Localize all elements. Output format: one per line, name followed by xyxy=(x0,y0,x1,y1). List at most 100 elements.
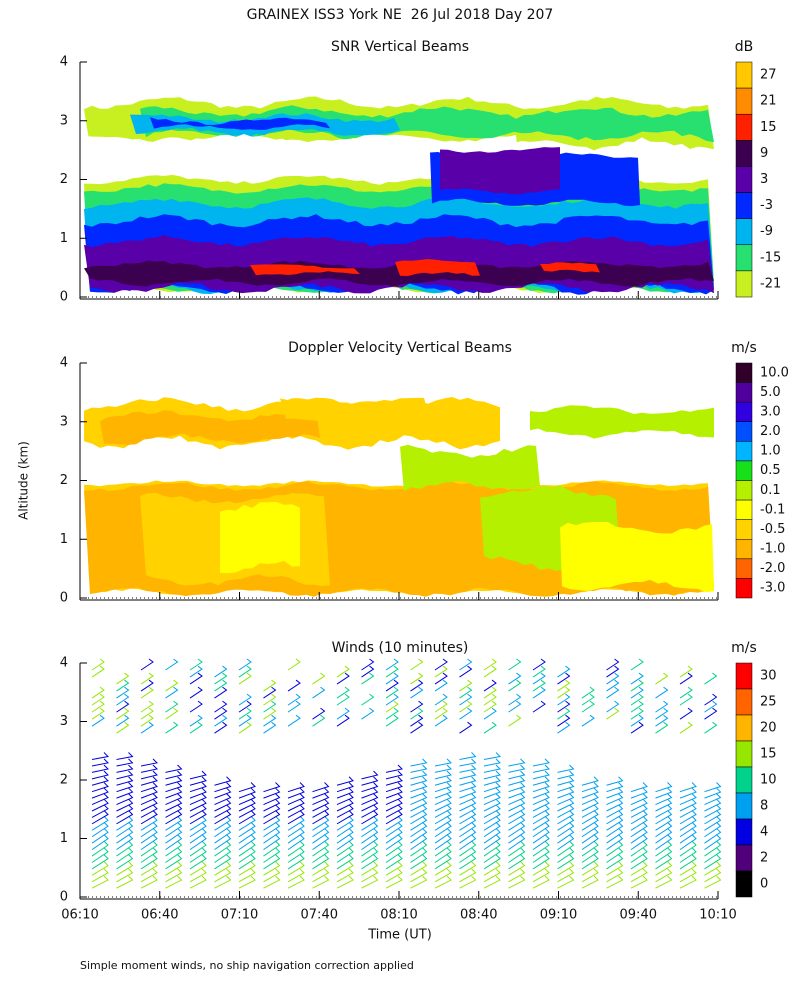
wind-barb xyxy=(116,787,134,799)
wind-barb xyxy=(116,834,134,851)
wind-barb xyxy=(189,847,207,863)
colorbar-swatch xyxy=(735,792,753,820)
wind-barb xyxy=(704,815,722,831)
wind-barb xyxy=(557,776,575,786)
wind-barb xyxy=(410,821,428,838)
wind-barb xyxy=(189,782,207,793)
colorbar-label: 3 xyxy=(760,172,768,187)
panel-title: Winds (10 minutes) xyxy=(332,640,469,656)
wind-barb xyxy=(410,672,424,685)
wind-barb xyxy=(263,686,277,699)
wind-barb xyxy=(434,854,452,870)
wind-barb xyxy=(508,804,526,818)
wind-barb xyxy=(557,793,575,806)
wind-barb xyxy=(336,854,354,870)
wind-barb xyxy=(483,834,501,851)
wind-barb xyxy=(214,776,232,786)
wind-barb xyxy=(679,854,697,870)
wind-barb xyxy=(483,776,501,786)
wind-barb xyxy=(532,793,550,806)
wind-barb xyxy=(165,776,183,786)
wind-barb xyxy=(655,840,673,857)
wind-barb xyxy=(189,834,207,851)
colorbar-label: 30 xyxy=(760,669,777,684)
wind-barb xyxy=(557,834,575,851)
wind-barb xyxy=(581,776,599,786)
wind-barb xyxy=(238,861,256,876)
y-axis-label: Altitude (km) xyxy=(17,441,31,520)
wind-barb xyxy=(361,707,375,720)
wind-barb xyxy=(483,700,497,713)
wind-barb xyxy=(263,868,281,883)
wind-barb xyxy=(214,721,228,734)
wind-barb xyxy=(557,770,575,780)
wind-barb xyxy=(508,764,526,773)
wind-barb xyxy=(263,815,281,831)
wind-barb xyxy=(91,776,109,786)
wind-barb xyxy=(679,815,697,831)
wind-barb xyxy=(508,679,522,692)
wind-barb xyxy=(581,714,595,727)
wind-barb xyxy=(385,782,403,793)
wind-barb xyxy=(459,821,477,838)
wind-barb xyxy=(91,787,109,799)
wind-barb xyxy=(165,827,183,844)
wind-barb xyxy=(679,793,697,806)
wind-barb xyxy=(581,810,599,825)
wind-barb xyxy=(581,840,599,857)
wind-barb xyxy=(459,868,477,883)
wind-barb xyxy=(581,847,599,863)
wind-barb xyxy=(434,700,448,713)
field-region xyxy=(280,397,430,426)
wind-barb xyxy=(385,827,403,844)
wind-barb xyxy=(532,686,546,699)
wind-barb xyxy=(459,764,477,773)
wind-barb xyxy=(165,810,183,825)
wind-barb xyxy=(238,707,252,720)
wind-barb xyxy=(581,693,595,706)
wind-barb xyxy=(312,868,330,883)
wind-barb xyxy=(630,821,648,838)
wind-barb xyxy=(655,875,673,889)
wind-barb xyxy=(312,875,330,889)
wind-barb xyxy=(483,679,497,692)
wind-barb xyxy=(214,679,228,692)
wind-barb xyxy=(312,787,330,799)
colorbar-swatch xyxy=(735,382,753,403)
wind-barb xyxy=(483,847,501,863)
wind-barb xyxy=(459,875,477,889)
wind-barb xyxy=(508,847,526,863)
wind-barb xyxy=(238,665,252,678)
wind-barb xyxy=(630,798,648,812)
wind-barb xyxy=(263,700,277,713)
wind-barb xyxy=(655,821,673,838)
wind-barb xyxy=(140,827,158,844)
wind-barb xyxy=(263,804,281,818)
wind-barb xyxy=(434,770,452,780)
colorbar-swatch xyxy=(735,578,753,599)
wind-barb xyxy=(532,834,550,851)
wind-barb xyxy=(630,686,644,699)
wind-barb xyxy=(532,782,550,793)
wind-barb xyxy=(630,700,644,713)
wind-barb xyxy=(606,840,624,857)
wind-barb xyxy=(140,787,158,799)
wind-barb xyxy=(336,798,354,812)
wind-barb xyxy=(434,815,452,831)
wind-barb xyxy=(606,798,624,812)
wind-barb xyxy=(165,700,179,713)
colorbar-swatch xyxy=(735,519,753,540)
field-region xyxy=(400,444,540,492)
wind-barb xyxy=(410,700,424,713)
wind-barb xyxy=(434,782,452,793)
wind-barb xyxy=(214,834,232,851)
wind-barb xyxy=(483,793,501,806)
wind-barb xyxy=(459,815,477,831)
wind-barb xyxy=(557,693,571,706)
colorbar-swatch xyxy=(735,244,753,272)
wind-barb xyxy=(532,861,550,876)
wind-barb xyxy=(630,861,648,876)
wind-barb xyxy=(483,758,502,767)
wind-barb xyxy=(679,721,693,734)
wind-barb xyxy=(508,782,526,793)
